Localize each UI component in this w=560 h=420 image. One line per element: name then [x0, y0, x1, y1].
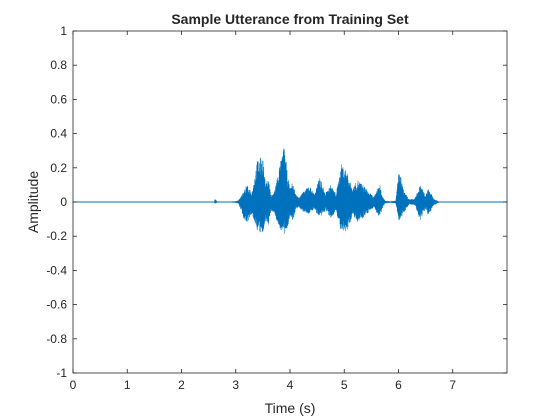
y-axis: 1 0.8 0.6 0.4 0.2 0 -0.2 -0.4 -0.6 -0.8 -1 — [46, 24, 507, 380]
y-axis-label: Amplitude — [25, 171, 41, 233]
x-axis-label: Time (s) — [265, 400, 316, 416]
x-tick-label: 1 — [124, 378, 131, 392]
y-tick-label: 0 — [60, 195, 67, 209]
y-tick-label: -0.8 — [46, 332, 67, 346]
y-tick-label: -0.4 — [46, 263, 67, 277]
x-tick-label: 0 — [70, 378, 77, 392]
y-tick-label: -0.6 — [46, 298, 67, 312]
y-tick-label: 0.8 — [50, 58, 67, 72]
y-tick-label: -1 — [56, 366, 67, 380]
x-axis: 0 1 2 3 4 5 6 7 — [70, 31, 456, 392]
x-tick-label: 2 — [178, 378, 185, 392]
x-tick-label: 4 — [287, 378, 294, 392]
y-tick-label: 0.6 — [50, 92, 67, 106]
y-tick-label: 0.2 — [50, 161, 67, 175]
chart-title: Sample Utterance from Training Set — [171, 11, 409, 27]
y-tick-label: 0.4 — [50, 127, 67, 141]
x-tick-label: 7 — [449, 378, 456, 392]
y-tick-label: 1 — [60, 24, 67, 38]
x-tick-label: 5 — [341, 378, 348, 392]
x-tick-label: 3 — [232, 378, 239, 392]
x-tick-label: 6 — [395, 378, 402, 392]
y-tick-label: -0.2 — [46, 229, 67, 243]
